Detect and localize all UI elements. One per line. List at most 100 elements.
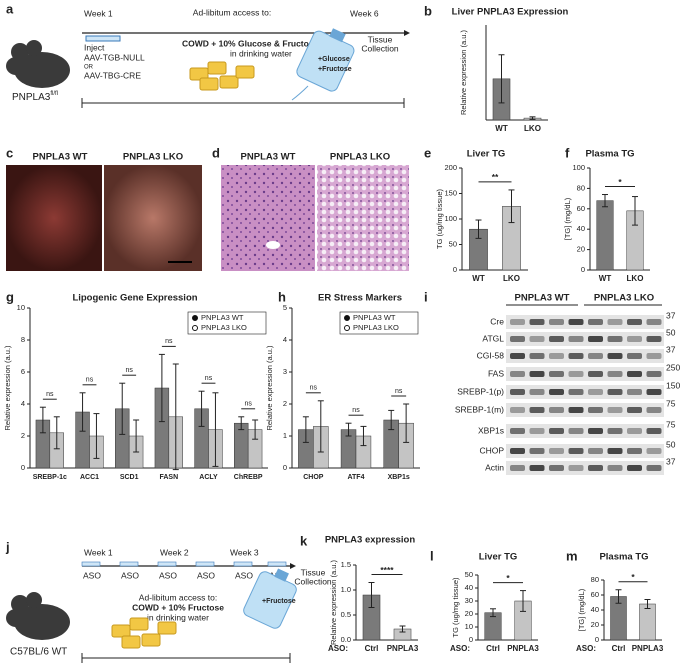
y-tick-label: 40 (577, 224, 585, 233)
y-tick-label: 0 (453, 265, 457, 274)
y-tick-label: 0.0 (341, 635, 351, 644)
y-axis-label: TG (ug/mg tissue) (435, 188, 444, 249)
label: ASO (83, 570, 101, 580)
label: +Fructose (318, 66, 352, 73)
chart-title: Plasma TG (599, 552, 648, 563)
blot-strip (506, 367, 664, 381)
histology (317, 165, 409, 271)
band (588, 407, 603, 413)
band (568, 448, 584, 454)
x-tick-label: ACC1 (80, 474, 99, 481)
band (588, 389, 603, 395)
bar (639, 603, 656, 641)
band (568, 389, 584, 395)
band (588, 336, 603, 342)
band (607, 428, 623, 434)
y-tick-label: 60 (591, 590, 599, 599)
band (529, 336, 545, 342)
band (646, 465, 662, 471)
mouse (6, 592, 70, 640)
row-label: CGI-58 (477, 350, 505, 360)
band (549, 428, 564, 434)
legend-marker (192, 325, 198, 331)
y-tick-label: 1.0 (341, 585, 351, 594)
chart-title: ER Stress Markers (318, 293, 402, 304)
legend-label: PNPLA3 LKO (201, 323, 247, 332)
band (510, 353, 525, 359)
label: Week 1 (84, 8, 113, 18)
band (627, 353, 642, 359)
y-axis-label: Relative expression (a.u.) (3, 345, 12, 431)
band (646, 353, 662, 359)
label: Week 2 (160, 547, 189, 557)
panel-c: c PNPLA3 WT PNPLA3 LKO (6, 145, 202, 271)
sig-label: ns (205, 375, 213, 382)
label: Week 1 (84, 547, 113, 557)
panel-letter: m (566, 548, 578, 563)
bottle (243, 568, 297, 629)
band (549, 319, 564, 325)
sig-label: ** (492, 172, 499, 182)
blot-strip (506, 385, 664, 399)
band (646, 371, 662, 377)
x-tick-label: ATF4 (348, 474, 365, 481)
y-axis-label: Relative expression (a.u.) (459, 29, 468, 115)
y-tick-label: 4 (283, 335, 287, 344)
label: +Fructose (262, 598, 296, 605)
food (111, 617, 177, 649)
sig-label: * (631, 572, 635, 582)
x-tick-label: PNPLA3 (632, 644, 664, 653)
label: Week 3 (230, 547, 259, 557)
panel-letter: e (424, 145, 431, 160)
band (646, 428, 662, 434)
legend-marker (344, 325, 350, 331)
band (646, 319, 662, 325)
syringe (267, 561, 287, 567)
blot-strip (506, 461, 664, 475)
band (510, 448, 525, 454)
syringe (81, 561, 101, 567)
sig-label: **** (380, 565, 394, 575)
syringe (157, 561, 177, 567)
y-tick-label: 150 (444, 188, 457, 197)
panel-letter: c (6, 145, 13, 160)
band (646, 389, 662, 395)
y-tick-label: 30 (465, 596, 473, 605)
x-tick-label: ACLY (199, 474, 218, 481)
y-tick-label: 0 (581, 265, 585, 274)
arrow (290, 563, 296, 569)
y-axis-label: [TG] (mg/dL) (563, 197, 572, 240)
y-tick-label: 40 (465, 583, 473, 592)
label: ASO (121, 570, 139, 580)
syringe (119, 561, 139, 567)
x-tick-label: SCD1 (120, 474, 139, 481)
band (568, 428, 584, 434)
band (549, 389, 564, 395)
blot-strip (506, 349, 664, 363)
row-label: Actin (485, 462, 504, 472)
sig-label: ns (46, 391, 54, 398)
photo (104, 165, 202, 271)
label: fl/fl (50, 91, 58, 97)
label: Tissue (301, 567, 326, 577)
x-tick-label: WT (599, 274, 612, 283)
chart-title: Liver TG (479, 552, 518, 563)
band (588, 448, 603, 454)
label: OR (84, 65, 94, 71)
label: Collection (361, 43, 399, 53)
band (568, 319, 584, 325)
legend-box (187, 311, 267, 335)
band (646, 336, 662, 342)
panel-i: i PNPLA3 WT PNPLA3 LKO Cre 37 ATGL 50 CGI-58… (424, 289, 680, 475)
band (607, 448, 623, 454)
y-tick-label: 3 (283, 367, 287, 376)
legend-marker (344, 315, 350, 321)
label: in drinking water (147, 612, 209, 622)
mw-label: 37 (666, 456, 676, 466)
band (627, 465, 642, 471)
label: PNPLA3fl/fl (12, 91, 58, 103)
y-tick-label: 2 (283, 399, 287, 408)
label: in drinking water (230, 48, 292, 58)
band (568, 353, 584, 359)
